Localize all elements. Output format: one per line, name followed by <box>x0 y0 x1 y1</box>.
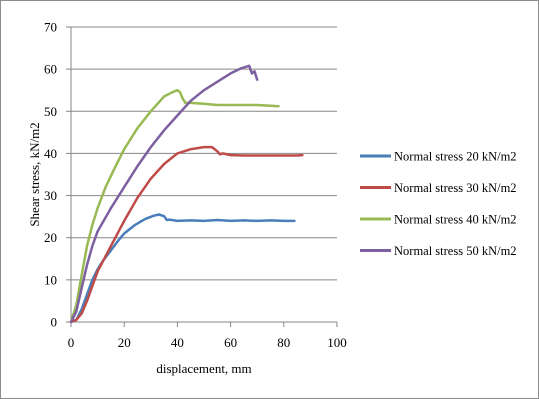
y-tick-label: 30 <box>44 188 57 203</box>
y-tick-label: 70 <box>44 20 57 35</box>
series-line-4 <box>69 64 259 324</box>
legend-label: Normal stress 40 kN/m2 <box>394 213 517 227</box>
y-tick-label: 10 <box>44 272 57 287</box>
y-tick-label: 50 <box>44 104 57 119</box>
legend-label: Normal stress 20 kN/m2 <box>394 150 517 164</box>
y-tick-label: 20 <box>44 230 57 245</box>
x-tick-labels: 0 20 40 60 80 100 <box>68 322 347 350</box>
y-axis-title: Shear stress, kN/m2 <box>27 122 42 226</box>
axes <box>70 27 337 323</box>
x-tick-label: 60 <box>224 335 237 350</box>
series-line-2 <box>69 145 304 324</box>
x-tick-label: 20 <box>118 335 131 350</box>
y-tick-labels: 0 10 20 30 40 50 60 70 <box>44 20 71 330</box>
y-tick-label: 0 <box>51 315 58 330</box>
series-line-3 <box>69 88 280 324</box>
series-lines <box>69 64 304 324</box>
gridlines <box>71 26 337 281</box>
series-line-1 <box>69 213 296 324</box>
legend-label: Normal stress 30 kN/m2 <box>394 181 517 195</box>
legend: Normal stress 20 kN/m2 Normal stress 30 k… <box>360 150 517 258</box>
x-axis-title: displacement, mm <box>156 361 251 376</box>
y-tick-label: 60 <box>44 62 57 77</box>
x-tick-label: 0 <box>68 335 75 350</box>
x-tick-label: 100 <box>327 335 347 350</box>
x-tick-label: 40 <box>171 335 184 350</box>
y-tick-label: 40 <box>44 146 57 161</box>
legend-label: Normal stress 50 kN/m2 <box>394 244 517 258</box>
x-tick-label: 80 <box>277 335 290 350</box>
